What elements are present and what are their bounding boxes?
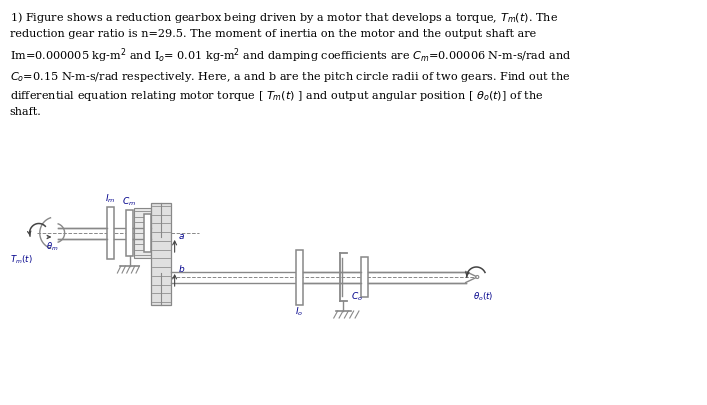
Text: $\theta_m$: $\theta_m$: [45, 241, 58, 253]
Bar: [361, 257, 368, 297]
Text: b: b: [179, 264, 185, 273]
Bar: [296, 250, 303, 305]
Bar: [151, 203, 171, 305]
Text: a: a: [179, 231, 184, 241]
Text: $C_m$: $C_m$: [122, 196, 136, 208]
Bar: [144, 215, 151, 252]
Text: $I_o$: $I_o$: [296, 305, 304, 317]
Circle shape: [476, 276, 479, 279]
Text: $T_m(t)$: $T_m(t)$: [10, 254, 33, 266]
Text: $C_o$: $C_o$: [351, 290, 363, 303]
Text: 1) Figure shows a reduction gearbox being driven by a motor that develops a torq: 1) Figure shows a reduction gearbox bein…: [10, 10, 571, 117]
Bar: [134, 209, 151, 258]
Text: $\theta_o(t)$: $\theta_o(t)$: [474, 290, 494, 303]
Bar: [126, 211, 133, 256]
Text: $I_m$: $I_m$: [105, 192, 115, 205]
Bar: [107, 207, 114, 259]
